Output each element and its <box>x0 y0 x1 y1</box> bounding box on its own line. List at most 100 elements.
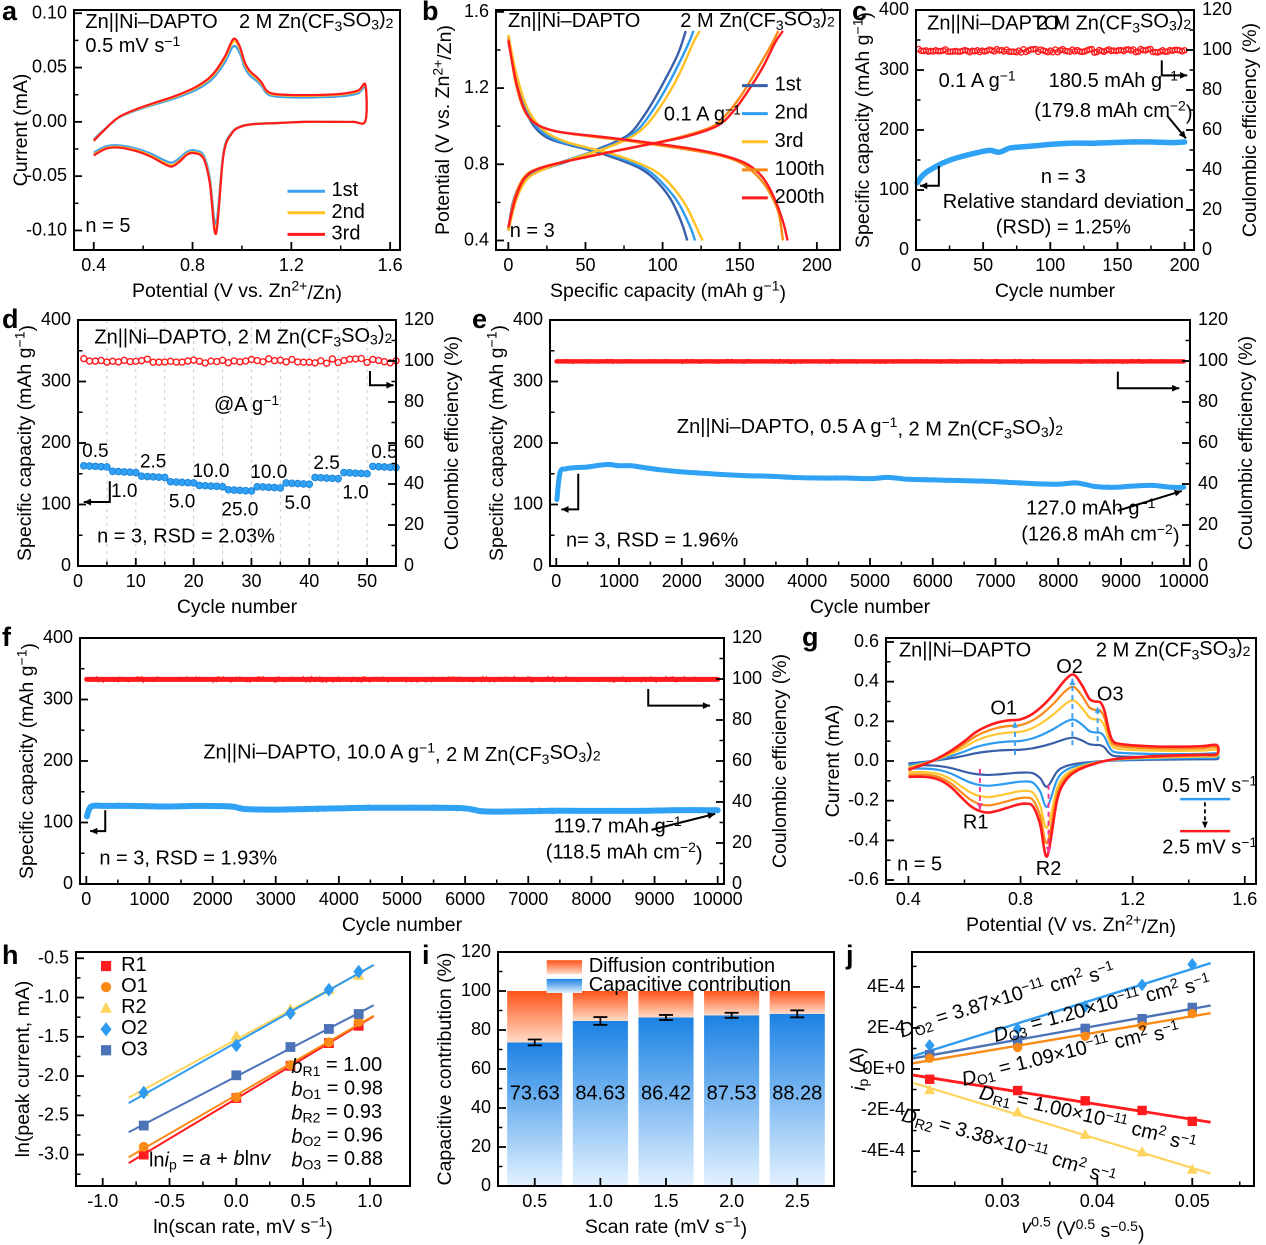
svg-text:1.6: 1.6 <box>378 255 403 275</box>
svg-text:0.4: 0.4 <box>464 229 489 249</box>
svg-text:0: 0 <box>404 555 414 575</box>
svg-text:40: 40 <box>1202 159 1222 179</box>
svg-text:-2.0: -2.0 <box>38 1065 69 1085</box>
panel-j-plot: 0.03 0.04 0.05 4E-4 2E-4 0E+0 -2E-4 -4E-4 v0.5 (… <box>847 951 1255 1244</box>
svg-text:400: 400 <box>41 309 71 329</box>
svg-text:O2: O2 <box>1056 656 1083 678</box>
svg-text:O1: O1 <box>990 698 1017 720</box>
svg-text:n = 3, RSD = 1.93%: n = 3, RSD = 1.93% <box>99 848 277 870</box>
svg-text:300: 300 <box>41 370 71 390</box>
svg-text:0: 0 <box>533 555 543 575</box>
svg-text:Specific capacity (mAh g−1): Specific capacity (mAh g−1) <box>483 325 510 561</box>
panel-c-letter: c <box>852 0 868 26</box>
svg-text:20: 20 <box>184 571 204 591</box>
svg-text:2.5: 2.5 <box>140 452 166 473</box>
svg-text:200: 200 <box>1170 255 1200 275</box>
svg-text:1.0: 1.0 <box>357 1191 382 1211</box>
svg-text:4000: 4000 <box>319 889 359 909</box>
svg-text:50: 50 <box>357 571 377 591</box>
svg-text:100: 100 <box>1202 39 1232 59</box>
svg-text:bR1 = 1.00: bR1 = 1.00 <box>291 1054 382 1078</box>
svg-text:0: 0 <box>81 889 91 909</box>
svg-text:-0.5: -0.5 <box>154 1191 185 1211</box>
svg-text:0.0: 0.0 <box>224 1191 249 1211</box>
svg-text:Coulombic efficiency (%): Coulombic efficiency (%) <box>1235 336 1257 550</box>
panel-c-plot: 0 50 100 150 2000100200300400020406080100120… <box>850 0 1261 302</box>
svg-text:0: 0 <box>911 255 921 275</box>
svg-text:Coulombic efficiency (%): Coulombic efficiency (%) <box>769 654 791 868</box>
svg-text:0.5: 0.5 <box>522 1191 547 1211</box>
svg-text:40: 40 <box>1198 473 1218 493</box>
panel-i-plot: 73.63 84.63 86.42 87.53 88.28 0.5 1.0 1.5 2.0 2.5… <box>434 944 835 1240</box>
svg-text:2nd: 2nd <box>332 201 365 223</box>
svg-text:1.2: 1.2 <box>1120 889 1145 909</box>
svg-text:20: 20 <box>732 832 752 852</box>
svg-text:bO3 = 0.88: bO3 = 0.88 <box>291 1148 383 1172</box>
svg-text:2E-4: 2E-4 <box>867 1017 905 1037</box>
panel-i: i 73.63 84.63 86.42 87.53 88.28 0.5 1.0 1.5 2.0 2… <box>420 940 844 1245</box>
panel-j: j 0.03 0.04 0.05 4E-4 2E-4 0E+0 -2E-4 -4E-4 v0.5… <box>844 940 1266 1245</box>
svg-text:n= 3, RSD = 1.96%: n= 3, RSD = 1.96% <box>566 530 739 552</box>
svg-text:2000: 2000 <box>193 889 233 909</box>
svg-text:5.0: 5.0 <box>169 492 195 513</box>
svg-text:(126.8 mAh cm−2): (126.8 mAh cm−2) <box>1021 521 1179 548</box>
svg-text:300: 300 <box>513 370 543 390</box>
svg-text:20: 20 <box>1198 514 1218 534</box>
svg-text:6000: 6000 <box>913 571 953 591</box>
svg-text:(118.5 mAh cm−2): (118.5 mAh cm−2) <box>546 839 703 866</box>
svg-text:1000: 1000 <box>129 889 169 909</box>
svg-text:ip (A): ip (A) <box>847 1047 871 1091</box>
svg-text:0.8: 0.8 <box>1008 889 1033 909</box>
svg-text:20: 20 <box>1202 199 1222 219</box>
svg-text:200: 200 <box>43 750 73 770</box>
svg-text:120: 120 <box>404 309 434 329</box>
svg-text:0.5 mV s−1: 0.5 mV s−1 <box>85 33 180 58</box>
svg-text:100: 100 <box>1035 255 1065 275</box>
svg-text:86.42: 86.42 <box>641 1083 691 1105</box>
svg-text:200th: 200th <box>775 186 825 208</box>
svg-text:3000: 3000 <box>256 889 296 909</box>
svg-text:O1: O1 <box>121 975 148 997</box>
panel-a-chart-cv-cycles: 0.4 0.8 1.2 1.6 -0.10 -0.05 0.00 0.05 0.10 Potent… <box>10 2 402 304</box>
svg-text:0: 0 <box>899 239 909 259</box>
svg-text:100: 100 <box>43 811 73 831</box>
svg-text:0.8: 0.8 <box>464 153 489 173</box>
panel-a-plot: 0.4 0.8 1.2 1.6 -0.10 -0.05 0.00 0.05 0.10 Potent… <box>10 2 402 304</box>
panel-f: f 0 1000 2000 3000 4000 5000 6000 7000 8000 9000 1… <box>0 622 800 944</box>
svg-text:60: 60 <box>1202 119 1222 139</box>
svg-text:0.00: 0.00 <box>32 111 67 131</box>
panel-b-letter: b <box>422 0 439 26</box>
svg-text:1.0: 1.0 <box>588 1191 613 1211</box>
svg-text:3rd: 3rd <box>775 130 804 152</box>
svg-text:400: 400 <box>513 309 543 329</box>
svg-text:0: 0 <box>481 1175 491 1195</box>
svg-text:Specific capacity (mAh g−1): Specific capacity (mAh g−1) <box>850 12 876 248</box>
panel-f-letter: f <box>2 622 11 652</box>
svg-text:2.5 mV s−1: 2.5 mV s−1 <box>1162 834 1257 859</box>
svg-text:200: 200 <box>41 432 71 452</box>
svg-text:Capacitive contribution: Capacitive contribution <box>589 974 791 996</box>
svg-text:0.2: 0.2 <box>854 710 879 730</box>
svg-text:bR2 = 0.93: bR2 = 0.93 <box>291 1101 382 1125</box>
svg-text:300: 300 <box>43 688 73 708</box>
svg-text:0.1 A g−1: 0.1 A g−1 <box>939 67 1016 92</box>
svg-text:0.03: 0.03 <box>985 1191 1020 1211</box>
svg-text:-1.5: -1.5 <box>38 1026 69 1046</box>
svg-text:200: 200 <box>879 119 909 139</box>
svg-text:1.2: 1.2 <box>464 77 489 97</box>
svg-text:0.4: 0.4 <box>81 255 106 275</box>
svg-text:Zn||Ni–DAPTO, 2 M Zn(CF3SO3)2: Zn||Ni–DAPTO, 2 M Zn(CF3SO3)2 <box>94 323 392 349</box>
svg-text:-2E-4: -2E-4 <box>861 1099 905 1119</box>
svg-text:5000: 5000 <box>850 571 890 591</box>
svg-text:Specific capacity (mAh g−1): Specific capacity (mAh g−1) <box>13 643 40 879</box>
panel-f-plot: 0 1000 2000 3000 4000 5000 6000 7000 8000 9000 100… <box>13 627 791 936</box>
svg-text:7000: 7000 <box>975 571 1015 591</box>
svg-text:1st: 1st <box>775 74 802 96</box>
panel-d-letter: d <box>2 304 19 334</box>
svg-text:Zn||Ni–DAPTO: Zn||Ni–DAPTO <box>899 640 1031 662</box>
panel-g: g 0.4 0.8 1.2 1.6 -0.6 -0.4 -0.2 0.0 0.2 0.4 0.6 Po… <box>800 622 1266 944</box>
svg-text:300: 300 <box>879 59 909 79</box>
svg-text:6000: 6000 <box>445 889 485 909</box>
svg-text:100: 100 <box>513 493 543 513</box>
svg-text:O3: O3 <box>121 1039 148 1061</box>
